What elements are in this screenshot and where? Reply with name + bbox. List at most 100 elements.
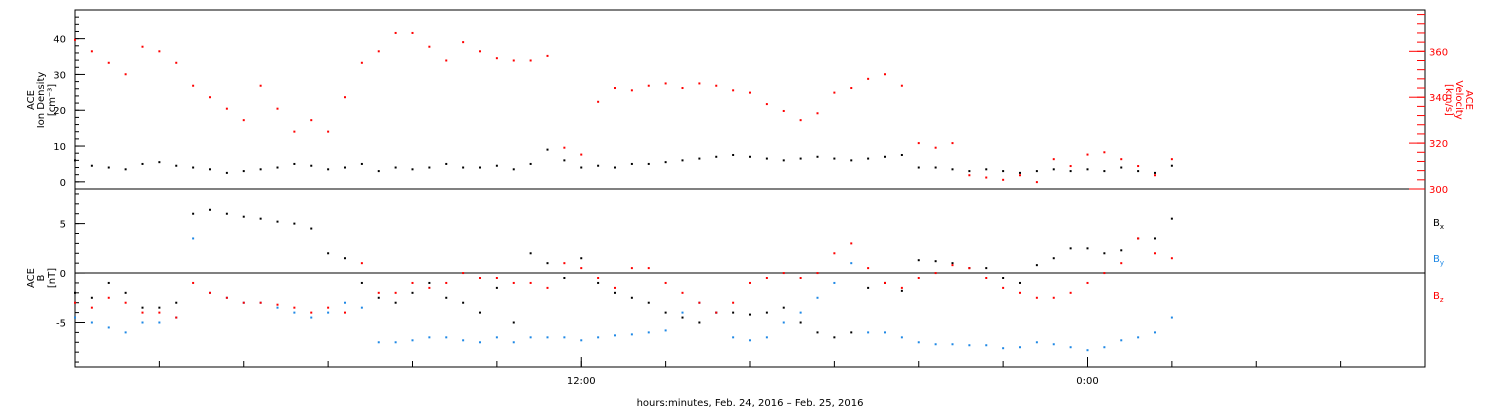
velocity-point [445, 59, 448, 62]
by-point [479, 341, 481, 344]
by-point [647, 331, 650, 334]
by-point [1103, 346, 1106, 349]
velocity-point [968, 174, 971, 177]
velocity-point [360, 61, 363, 64]
by-point [327, 311, 330, 314]
velocity-point [597, 100, 600, 103]
bx-point [495, 286, 498, 289]
bx-point [225, 212, 228, 215]
bz-point [327, 306, 330, 309]
bx-point [377, 296, 380, 299]
bx-point [546, 262, 549, 265]
density-point [985, 168, 988, 171]
bottom-left-tick-label: 5 [60, 220, 66, 231]
density-point [90, 164, 93, 167]
bottom-left-ylabel: ACE B [nT] [26, 268, 58, 288]
by-point [107, 326, 110, 329]
density-point [614, 166, 616, 169]
bz-point [377, 291, 380, 294]
bx-point [276, 220, 279, 223]
density-point [344, 166, 346, 169]
by-point [1170, 316, 1173, 319]
bx-point [580, 257, 583, 260]
velocity-point [377, 50, 380, 53]
by-point [411, 339, 414, 342]
by-point [597, 336, 600, 339]
by-point [630, 333, 633, 336]
velocity-point [242, 119, 245, 122]
by-point [462, 339, 465, 342]
bz-point [192, 281, 195, 284]
bx-point [614, 291, 616, 294]
velocity-point [630, 89, 633, 92]
velocity-point [1170, 158, 1173, 161]
bx-point [1052, 257, 1055, 260]
by-point [816, 296, 819, 299]
bz-point [1137, 237, 1140, 240]
velocity-point [175, 61, 178, 64]
bz-point [1035, 296, 1038, 299]
density-point [428, 166, 431, 169]
by-point [1002, 347, 1005, 350]
bz-point [242, 301, 245, 304]
legend-bz-label: z [1440, 296, 1444, 304]
bx-point [445, 296, 448, 299]
velocity-point [327, 130, 330, 133]
bx-point [1086, 247, 1089, 250]
bz-point [479, 277, 481, 279]
b-legend: Bx By Bz [1433, 218, 1444, 304]
bz-point [664, 281, 667, 284]
bz-point [1103, 272, 1106, 275]
density-point [158, 161, 161, 164]
velocity-point [394, 31, 397, 34]
bx-point [327, 252, 330, 255]
bx-point [411, 291, 414, 294]
top-right-ylabel-line1: ACE [1463, 90, 1474, 110]
top-left-ylabel-line3: [cm⁻³] [47, 84, 58, 116]
bz-point [1170, 257, 1173, 260]
bz-point [462, 272, 465, 275]
bx-point [732, 311, 735, 314]
by-point [1086, 349, 1089, 352]
bz-point [884, 281, 886, 284]
velocity-point [782, 109, 785, 112]
bx-point [124, 291, 127, 294]
density-point [512, 168, 515, 171]
density-point [225, 171, 228, 174]
bottom-left-ylabel-line2: B [36, 274, 47, 281]
bz-point [698, 301, 701, 304]
bx-point [985, 267, 988, 270]
density-point [394, 166, 397, 169]
velocity-point [479, 50, 481, 53]
top-left-tick-label: 10 [53, 142, 66, 153]
bx-point [512, 321, 515, 324]
density-point [563, 159, 566, 162]
bz-point [360, 262, 363, 265]
bz-point [445, 281, 448, 284]
legend-by-label: y [1440, 259, 1444, 267]
by-point [546, 336, 549, 339]
bx-point [782, 306, 785, 309]
velocity-point [512, 59, 515, 62]
top-left-tick-label: 0 [60, 178, 66, 189]
bx-point [74, 291, 76, 294]
by-point [377, 341, 380, 344]
velocity-point [192, 84, 195, 87]
density-point [917, 166, 920, 169]
by-point [1019, 346, 1021, 349]
velocity-point [259, 84, 262, 87]
density-point [597, 164, 600, 167]
bx-point [1103, 252, 1106, 255]
bz-point [968, 267, 971, 270]
bx-point [630, 296, 633, 299]
density-point [495, 164, 498, 167]
bx-point [1154, 237, 1156, 240]
bz-point [495, 277, 498, 279]
bz-point [546, 286, 549, 289]
velocity-point [884, 73, 886, 76]
bx-point [158, 306, 161, 309]
bx-point [529, 252, 532, 255]
top-left-ylabel: ACE Ion Density [cm⁻³] [26, 72, 58, 129]
density-point [765, 157, 768, 160]
bz-point [867, 267, 870, 270]
